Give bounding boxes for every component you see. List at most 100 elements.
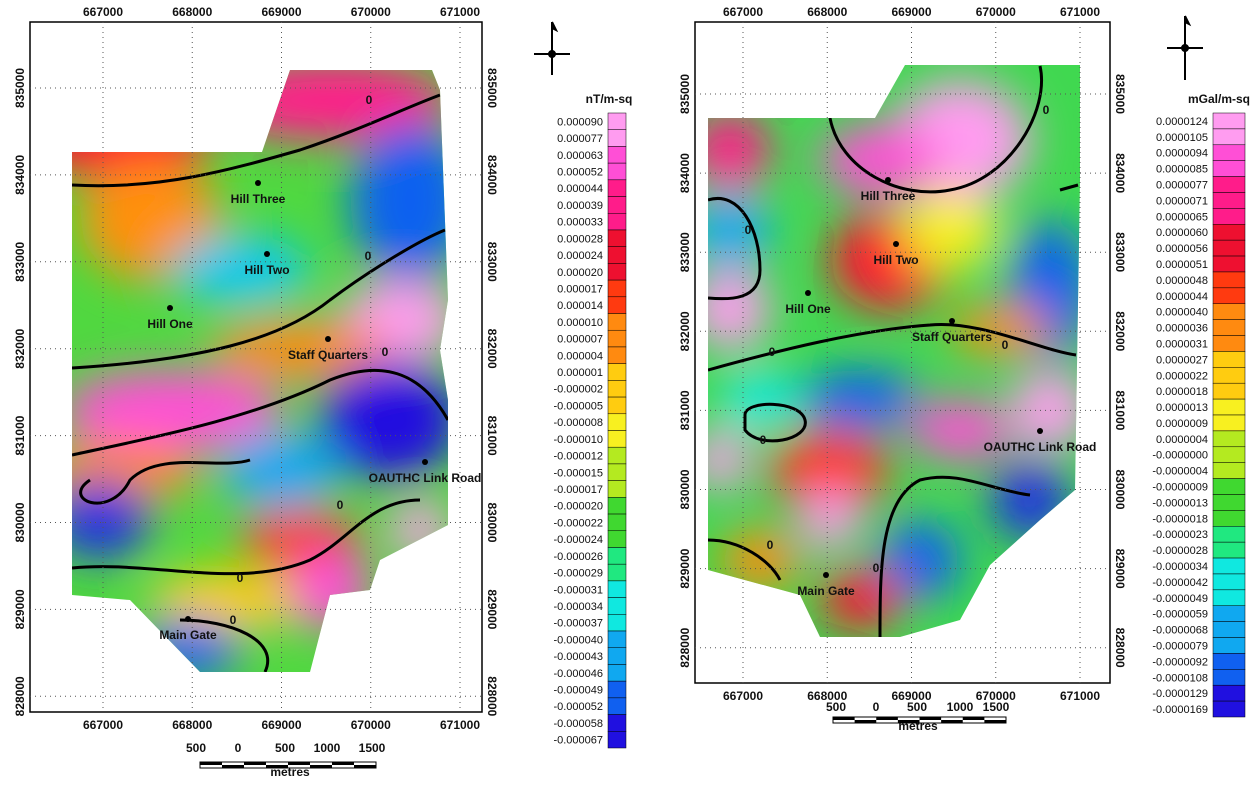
legend-swatch bbox=[608, 330, 626, 347]
anomaly bbox=[690, 110, 770, 190]
legend-swatch bbox=[1213, 320, 1245, 336]
x-tick-label: 668000 bbox=[807, 5, 847, 19]
y-tick-label: 832000 bbox=[13, 328, 27, 368]
legend-label: -0.0000049 bbox=[1152, 593, 1208, 605]
legend-swatch bbox=[608, 180, 626, 197]
legend-swatch bbox=[1213, 431, 1245, 447]
anomaly bbox=[690, 430, 750, 490]
legend-swatch bbox=[1213, 208, 1245, 224]
legend-label: -0.0000068 bbox=[1152, 625, 1208, 637]
legend-label: -0.000058 bbox=[553, 718, 603, 730]
contour-label: 0 bbox=[365, 249, 372, 263]
x-tick-label: 667000 bbox=[723, 689, 763, 703]
place-marker bbox=[167, 305, 173, 311]
x-tick-label: 671000 bbox=[1060, 5, 1100, 19]
legend-swatch bbox=[608, 514, 626, 531]
legend-label: 0.000017 bbox=[557, 283, 603, 295]
legend-units: mGal/m-sq bbox=[1188, 92, 1250, 106]
y-tick-label: 834000 bbox=[485, 155, 499, 195]
place-marker bbox=[823, 572, 829, 578]
legend-label: -0.0000108 bbox=[1152, 672, 1208, 684]
x-tick-label: 671000 bbox=[440, 5, 480, 19]
legend-swatch bbox=[608, 447, 626, 464]
scale-label: 1500 bbox=[983, 700, 1010, 714]
legend-label: 0.0000022 bbox=[1156, 370, 1208, 382]
legend-label: 0.000004 bbox=[557, 350, 603, 362]
legend-label: -0.000026 bbox=[553, 551, 603, 563]
legend-swatch bbox=[608, 531, 626, 548]
legend-label: -0.000010 bbox=[553, 434, 603, 446]
scale-label: 1000 bbox=[947, 700, 974, 714]
legend-label: 0.000007 bbox=[557, 334, 603, 346]
y-tick-label: 834000 bbox=[13, 155, 27, 195]
legend-label: 0.0000040 bbox=[1156, 307, 1208, 319]
x-tick-label: 669000 bbox=[261, 5, 301, 19]
place-label: Main Gate bbox=[797, 584, 855, 598]
legend-swatch bbox=[1213, 224, 1245, 240]
legend-label: -0.000040 bbox=[553, 634, 603, 646]
legend-label: 0.0000105 bbox=[1156, 132, 1208, 144]
legend-swatch bbox=[1213, 383, 1245, 399]
legend-swatch bbox=[1213, 367, 1245, 383]
anomaly bbox=[820, 125, 940, 195]
legend-label: 0.000024 bbox=[557, 250, 603, 262]
legend-label: -0.000020 bbox=[553, 501, 603, 513]
place-marker bbox=[325, 336, 331, 342]
x-tick-label: 670000 bbox=[351, 718, 391, 732]
legend-swatch bbox=[1213, 622, 1245, 638]
legend-label: -0.0000079 bbox=[1152, 640, 1208, 652]
legend-swatch bbox=[1213, 304, 1245, 320]
x-tick-label: 667000 bbox=[83, 5, 123, 19]
scale-unit: metres bbox=[270, 765, 310, 779]
legend-swatch bbox=[608, 263, 626, 280]
legend-swatch bbox=[608, 113, 626, 130]
place-label: Staff Quarters bbox=[912, 330, 992, 344]
legend-swatch bbox=[608, 130, 626, 147]
anomaly bbox=[390, 500, 450, 560]
legend-swatch bbox=[608, 614, 626, 631]
legend-swatch bbox=[608, 297, 626, 314]
scale-label: 0 bbox=[873, 700, 880, 714]
place-label: Main Gate bbox=[159, 628, 217, 642]
place-label: Hill Two bbox=[244, 263, 289, 277]
legend-label: -0.0000000 bbox=[1152, 450, 1208, 462]
x-tick-label: 671000 bbox=[1060, 689, 1100, 703]
legend-swatch bbox=[608, 431, 626, 448]
anomaly bbox=[800, 490, 860, 550]
map-field bbox=[30, 22, 482, 712]
anomaly bbox=[720, 530, 800, 590]
legend-label: 0.000039 bbox=[557, 200, 603, 212]
y-tick-label: 830000 bbox=[485, 502, 499, 542]
x-tick-label: 668000 bbox=[172, 5, 212, 19]
anomaly bbox=[50, 480, 150, 560]
legend-swatch bbox=[1213, 256, 1245, 272]
legend-label: 0.000077 bbox=[557, 133, 603, 145]
legend-label: -0.0000092 bbox=[1152, 656, 1208, 668]
legend-swatch bbox=[608, 497, 626, 514]
legend-swatch bbox=[608, 380, 626, 397]
y-tick-label: 832000 bbox=[1113, 311, 1127, 351]
legend-label: -0.0000018 bbox=[1152, 513, 1208, 525]
y-tick-label: 828000 bbox=[13, 676, 27, 716]
legend-swatch bbox=[608, 414, 626, 431]
legend-label: 0.0000018 bbox=[1156, 386, 1208, 398]
legend-label: -0.000046 bbox=[553, 668, 603, 680]
legend-label: 0.000010 bbox=[557, 317, 603, 329]
scale-unit: metres bbox=[898, 719, 938, 733]
legend-swatch bbox=[1213, 574, 1245, 590]
legend-label: 0.0000085 bbox=[1156, 164, 1208, 176]
legend-swatch bbox=[1213, 685, 1245, 701]
legend-swatch bbox=[608, 564, 626, 581]
legend-swatch bbox=[1213, 192, 1245, 208]
legend-swatch bbox=[608, 631, 626, 648]
y-tick-label: 830000 bbox=[1113, 469, 1127, 509]
legend-label: 0.0000071 bbox=[1156, 195, 1208, 207]
legend-label: 0.0000094 bbox=[1156, 148, 1208, 160]
x-tick-label: 669000 bbox=[261, 718, 301, 732]
y-tick-label: 834000 bbox=[1113, 153, 1127, 193]
place-marker bbox=[805, 290, 811, 296]
legend-label: 0.000001 bbox=[557, 367, 603, 379]
contour-label: 0 bbox=[1043, 103, 1050, 117]
place-marker bbox=[893, 241, 899, 247]
legend-label: -0.0000028 bbox=[1152, 545, 1208, 557]
